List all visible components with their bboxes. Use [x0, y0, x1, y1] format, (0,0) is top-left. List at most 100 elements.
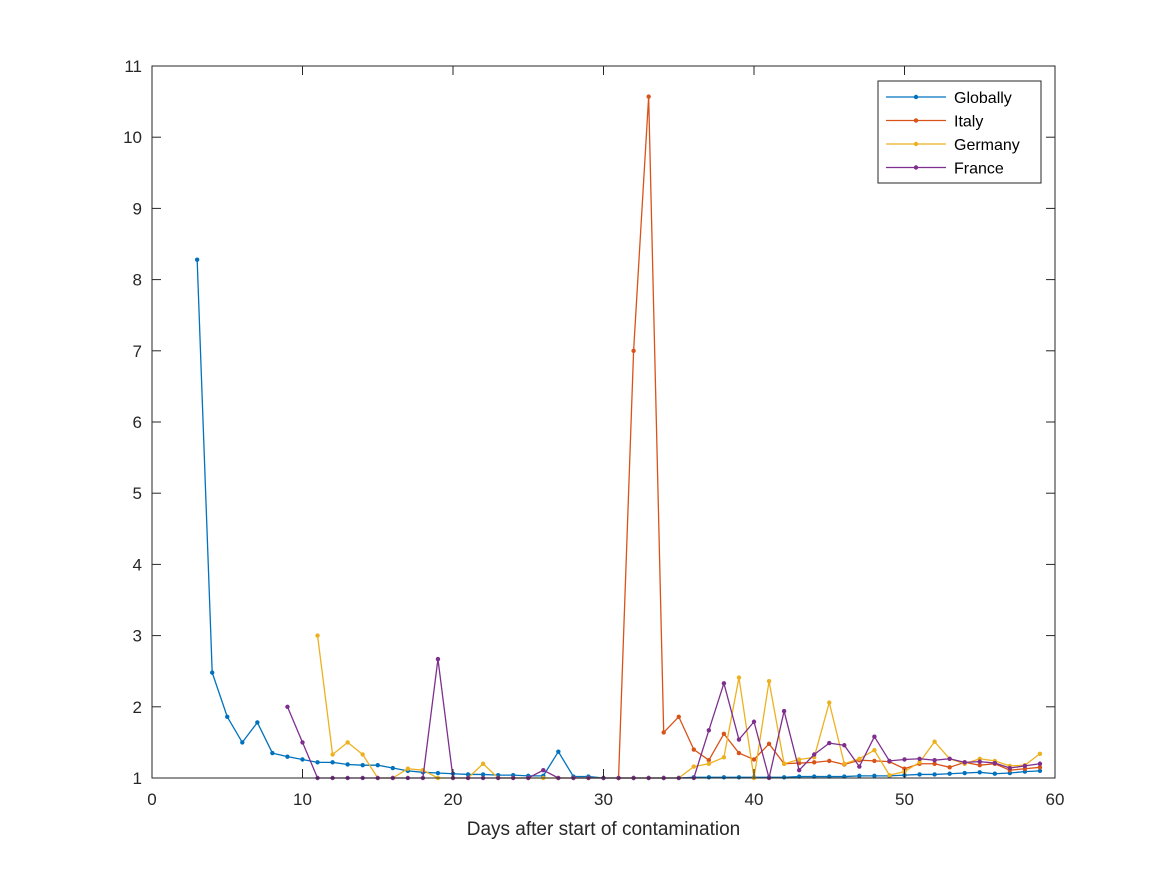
data-point — [857, 756, 862, 761]
data-point — [827, 758, 832, 764]
data-point — [827, 700, 832, 705]
data-point — [977, 762, 982, 768]
data-point — [766, 741, 772, 747]
data-point — [240, 740, 245, 745]
data-point — [736, 737, 742, 742]
data-point — [270, 750, 275, 756]
data-point — [225, 714, 230, 719]
data-point — [736, 775, 742, 780]
data-point — [977, 770, 982, 775]
data-point — [631, 348, 636, 353]
data-point — [661, 730, 666, 735]
data-point — [962, 760, 967, 765]
y-tick-label: 6 — [133, 413, 142, 432]
data-point — [330, 760, 335, 765]
x-tick-label: 60 — [1046, 790, 1065, 809]
legend-marker — [913, 94, 919, 100]
data-point — [1037, 761, 1043, 766]
data-point — [751, 757, 757, 762]
data-point — [360, 762, 365, 768]
data-point — [390, 765, 395, 771]
data-point — [285, 754, 290, 759]
legend-marker — [913, 118, 919, 123]
data-point — [992, 771, 997, 776]
data-point — [947, 765, 952, 770]
data-point — [646, 94, 651, 99]
data-point — [781, 708, 787, 714]
data-point — [932, 739, 937, 744]
data-point — [691, 747, 696, 752]
data-point — [827, 740, 832, 746]
y-tick-label: 11 — [124, 57, 142, 76]
data-point — [917, 772, 922, 777]
data-point — [781, 775, 787, 780]
data-point — [992, 760, 997, 766]
data-point — [842, 761, 847, 766]
legend-item-italy: Italy — [886, 114, 983, 131]
legend-marker — [913, 165, 919, 170]
data-point — [541, 767, 546, 773]
data-point — [721, 775, 727, 780]
x-tick-label: 10 — [293, 790, 312, 809]
data-point — [210, 670, 215, 675]
data-point — [887, 772, 892, 778]
data-point — [766, 678, 772, 684]
data-point — [360, 752, 365, 757]
data-point — [842, 743, 847, 748]
data-point — [721, 731, 727, 737]
data-point — [796, 767, 802, 773]
legend: Globally Italy Germany France — [877, 80, 1042, 184]
data-point — [721, 755, 727, 760]
data-point — [932, 772, 937, 777]
data-point — [1007, 765, 1013, 771]
data-point — [947, 771, 952, 776]
data-point — [375, 762, 380, 768]
data-point — [706, 775, 712, 780]
x-tick-label: 20 — [444, 790, 463, 809]
data-point — [781, 761, 787, 766]
data-point — [917, 756, 922, 761]
data-point — [315, 760, 320, 765]
data-point — [812, 752, 817, 757]
data-point — [902, 757, 907, 762]
data-point — [691, 764, 696, 769]
data-point — [330, 752, 335, 757]
legend-marker — [913, 141, 919, 147]
data-point — [857, 764, 862, 769]
axes-layer: 0 10 20 30 40 50 60 1 2 3 4 5 6 7 8 9 10 11 — [123, 57, 1064, 809]
data-point — [796, 757, 802, 762]
data-point — [857, 773, 862, 779]
data-point — [405, 766, 411, 771]
data-point — [932, 761, 937, 766]
y-tick-label: 9 — [133, 199, 142, 218]
x-axis-label: Days after start of contamination — [467, 819, 741, 840]
legend-box — [877, 80, 1042, 184]
data-point — [812, 760, 817, 765]
y-tick-label: 3 — [133, 627, 142, 646]
data-point — [1022, 763, 1028, 769]
data-point — [345, 740, 350, 745]
data-point — [300, 740, 305, 745]
x-tick-label: 50 — [895, 790, 914, 809]
legend-label: Globally — [954, 90, 1012, 107]
y-tick-label: 8 — [133, 271, 142, 290]
data-point — [345, 762, 350, 767]
legend-label: France — [954, 161, 1004, 178]
y-tick-label: 5 — [133, 484, 142, 503]
data-point — [465, 772, 471, 777]
x-tick-label: 40 — [745, 790, 764, 809]
data-point — [872, 748, 877, 753]
x-tick-label: 30 — [594, 790, 613, 809]
data-point — [706, 758, 712, 763]
data-point — [1037, 751, 1043, 756]
data-point — [1037, 765, 1043, 770]
data-point — [887, 758, 892, 764]
data-point — [872, 773, 877, 779]
legend-label: Germany — [954, 137, 1020, 154]
data-point — [194, 257, 200, 262]
data-point — [435, 656, 441, 662]
data-point — [721, 681, 727, 686]
y-tick-label: 2 — [133, 698, 142, 717]
data-point — [872, 734, 877, 739]
